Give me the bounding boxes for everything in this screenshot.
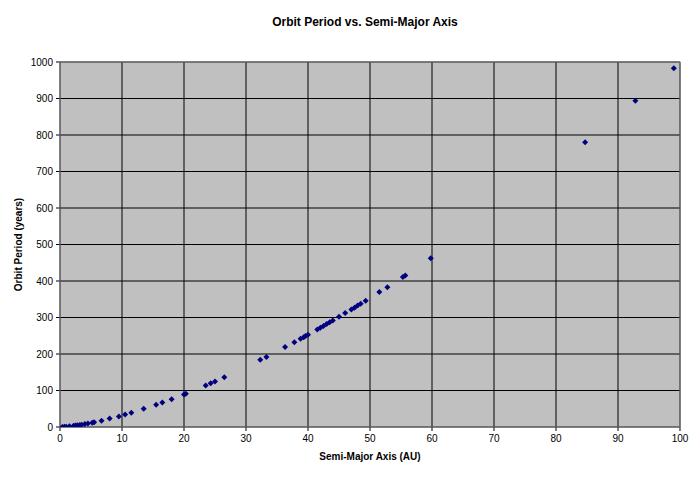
x-tick-label: 20	[178, 433, 190, 444]
point	[291, 339, 297, 345]
y-tick-label: 700	[36, 166, 53, 177]
x-axis-label: Semi-Major Axis (AU)	[319, 451, 420, 462]
x-tick	[370, 427, 371, 431]
point	[257, 357, 263, 363]
grid	[60, 62, 680, 427]
point	[85, 421, 91, 427]
x-tick	[432, 427, 433, 431]
y-tick-label: 800	[36, 130, 53, 141]
y-tick	[56, 208, 60, 209]
x-tick	[680, 427, 681, 431]
title: Orbit Period vs. Semi-Major Axis	[272, 15, 458, 29]
point	[169, 396, 175, 402]
point	[99, 418, 105, 424]
point	[153, 402, 159, 408]
y-grid-line	[60, 208, 680, 209]
y-tick-label: 400	[36, 276, 53, 287]
points	[60, 65, 677, 427]
y-grid-line	[60, 98, 680, 99]
y-grid-line	[60, 317, 680, 318]
x-tick-label: 30	[240, 433, 252, 444]
point	[159, 400, 165, 406]
x-tick	[494, 427, 495, 431]
point	[336, 314, 342, 320]
point	[221, 374, 227, 380]
plot-frame	[60, 62, 680, 427]
y-tick-label: 100	[36, 385, 53, 396]
y-tick	[56, 317, 60, 318]
point	[183, 391, 189, 397]
x-tick-label: 50	[364, 433, 376, 444]
y-tick-label: 600	[36, 203, 53, 214]
plot-area	[60, 62, 680, 427]
x-tick-label: 60	[426, 433, 438, 444]
y-tick	[56, 171, 60, 172]
y-tick	[56, 98, 60, 99]
point	[363, 298, 369, 304]
y-grid-line	[60, 354, 680, 355]
y-grid-line	[60, 390, 680, 391]
y-tick-label: 300	[36, 312, 53, 323]
point	[107, 416, 113, 422]
x-tick	[184, 427, 185, 431]
point	[342, 310, 348, 316]
point	[91, 419, 97, 425]
x-tick-label: 80	[550, 433, 562, 444]
point	[305, 332, 311, 338]
y-grid-line	[60, 244, 680, 245]
y-axis-label: Orbit Period (years)	[13, 198, 24, 291]
x-tick-label: 90	[612, 433, 624, 444]
y-tick	[56, 62, 60, 63]
x-tick	[618, 427, 619, 431]
x-tick	[246, 427, 247, 431]
y-grid-line	[60, 281, 680, 282]
point	[384, 284, 390, 290]
x-tick-label: 10	[116, 433, 128, 444]
y-tick-label: 900	[36, 93, 53, 104]
y-tick-label: 0	[47, 422, 53, 433]
point	[330, 317, 336, 323]
y-tick	[56, 354, 60, 355]
x-tick	[308, 427, 309, 431]
x-tick	[60, 427, 61, 431]
point	[671, 65, 677, 71]
point	[428, 255, 434, 261]
point	[376, 289, 382, 295]
x-tick-label: 40	[302, 433, 314, 444]
point	[402, 273, 408, 279]
y-tick-label: 200	[36, 349, 53, 360]
point	[358, 301, 364, 307]
point	[128, 410, 134, 416]
point	[122, 412, 128, 418]
y-grid-line	[60, 135, 680, 136]
point	[263, 354, 269, 360]
x-tick-label: 70	[488, 433, 500, 444]
y-tick	[56, 244, 60, 245]
point	[632, 98, 638, 104]
y-tick	[56, 135, 60, 136]
x-tick	[556, 427, 557, 431]
y-grid-line	[60, 171, 680, 172]
point	[282, 344, 288, 350]
y-tick	[56, 427, 60, 428]
point	[141, 406, 147, 412]
x-tick-label: 0	[57, 433, 63, 444]
y-tick	[56, 390, 60, 391]
y-tick-label: 500	[36, 239, 53, 250]
point	[212, 378, 218, 384]
x-tick-label: 100	[672, 433, 689, 444]
point	[582, 139, 588, 145]
chart: 0102030405060708090100010020030040050060…	[0, 0, 700, 479]
x-tick	[122, 427, 123, 431]
y-tick-label: 1000	[31, 57, 54, 68]
y-tick	[56, 281, 60, 282]
point	[116, 413, 122, 419]
